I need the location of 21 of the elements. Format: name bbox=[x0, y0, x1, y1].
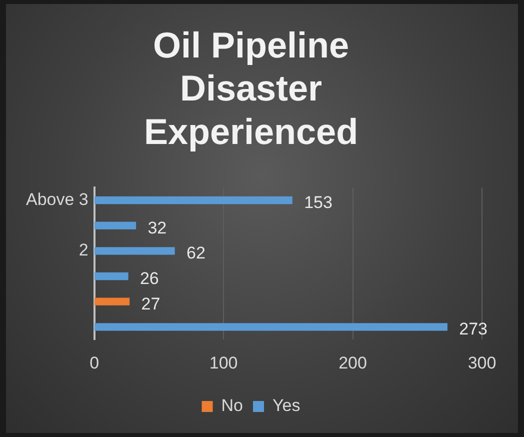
data-label: 26 bbox=[140, 268, 159, 288]
y-tick-label: Above 3 bbox=[26, 190, 88, 209]
x-tick-label: 200 bbox=[338, 353, 367, 372]
data-label: 27 bbox=[141, 294, 160, 314]
bar bbox=[94, 323, 448, 331]
data-label: 32 bbox=[148, 218, 167, 238]
y-tick-label: 2 bbox=[78, 240, 88, 260]
x-tick-label: 100 bbox=[209, 353, 238, 372]
legend-label: Yes bbox=[272, 396, 300, 416]
data-label: 273 bbox=[459, 320, 488, 339]
data-label: 153 bbox=[304, 192, 332, 212]
legend-label: No bbox=[221, 396, 243, 416]
bar bbox=[94, 272, 128, 280]
data-label: 62 bbox=[186, 244, 206, 263]
chart-title: Oil Pipeline Disaster Experienced bbox=[144, 24, 358, 152]
bar bbox=[94, 247, 175, 255]
x-tick-label: 0 bbox=[90, 353, 100, 372]
bar bbox=[94, 222, 136, 230]
x-tick-label: 300 bbox=[468, 353, 496, 372]
bar bbox=[94, 196, 292, 204]
bar bbox=[94, 298, 130, 306]
